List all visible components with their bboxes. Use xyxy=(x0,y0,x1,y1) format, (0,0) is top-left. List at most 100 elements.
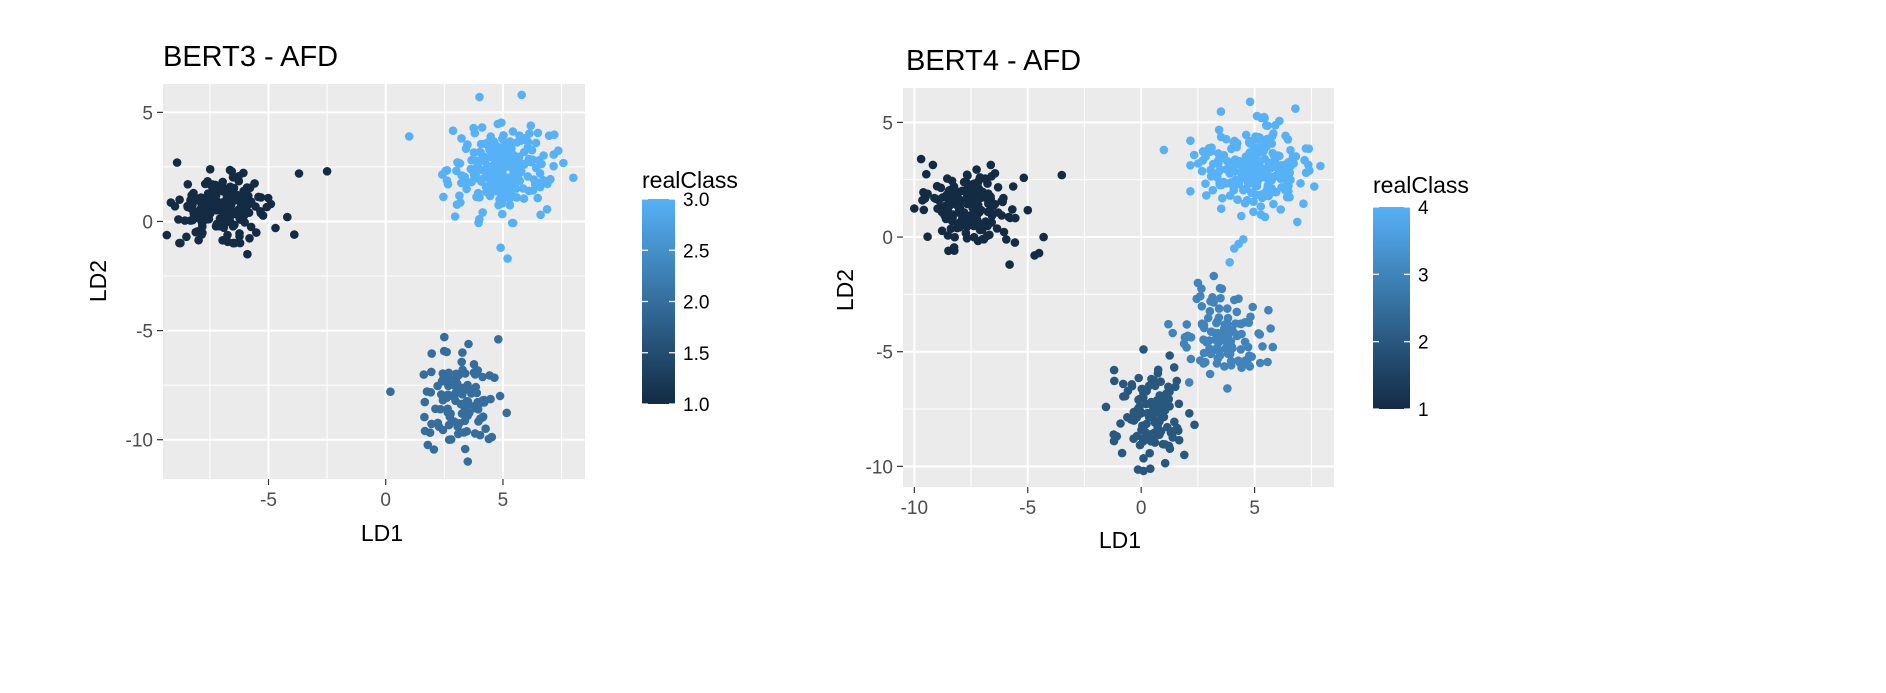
chart-title: BERT3 - AFD xyxy=(163,41,338,73)
scatter-point xyxy=(1134,373,1143,383)
scatter-point xyxy=(1030,251,1039,260)
scatter-point xyxy=(1116,419,1125,428)
scatter-point xyxy=(1011,213,1020,223)
scatter-point xyxy=(174,215,183,224)
scatter-point xyxy=(1225,325,1235,335)
scatter-point xyxy=(1245,97,1255,107)
scatter-point xyxy=(930,193,939,203)
scatter-point xyxy=(1232,307,1242,317)
scatter-point xyxy=(1139,454,1148,463)
scatter-point xyxy=(495,391,505,401)
scatter-point xyxy=(242,202,251,211)
scatter-point xyxy=(443,179,453,189)
scatter-point xyxy=(1291,104,1300,113)
scatter-point xyxy=(1159,145,1169,155)
scatter-point xyxy=(448,126,458,135)
legend-tick-label: 2 xyxy=(1418,333,1429,354)
scatter-point xyxy=(463,457,473,466)
x-tick-label: -5 xyxy=(1019,498,1036,519)
scatter-point xyxy=(1221,134,1231,144)
scatter-point xyxy=(1248,166,1257,176)
scatter-point xyxy=(978,187,988,197)
scatter-point xyxy=(170,202,180,211)
scatter-point xyxy=(1039,232,1048,242)
scatter-point xyxy=(420,397,430,407)
scatter-point xyxy=(271,223,280,233)
scatter-point xyxy=(1110,376,1119,386)
scatter-point xyxy=(1225,258,1234,267)
scatter-point xyxy=(427,349,437,358)
scatter-point xyxy=(1239,235,1248,244)
scatter-point xyxy=(322,167,332,176)
scatter-point xyxy=(535,169,545,178)
scatter-point xyxy=(229,172,238,182)
scatter-point xyxy=(984,199,993,208)
scatter-point xyxy=(922,169,931,179)
scatter-point xyxy=(1197,302,1207,311)
scatter-point xyxy=(225,165,235,175)
scatter-point xyxy=(993,183,1003,192)
scatter-point xyxy=(445,412,455,422)
scatter-point xyxy=(542,205,552,214)
scatter-point xyxy=(487,432,497,442)
scatter-point xyxy=(928,160,938,170)
scatter-point xyxy=(508,218,518,228)
scatter-point xyxy=(1142,419,1151,429)
y-tick-label: -5 xyxy=(136,322,153,343)
scatter-point xyxy=(227,184,236,193)
scatter-point xyxy=(458,390,467,399)
scatter-point xyxy=(440,332,449,342)
scatter-point xyxy=(1300,155,1309,165)
scatter-point xyxy=(1255,143,1265,153)
scatter-point xyxy=(521,133,531,143)
scatter-point xyxy=(1291,152,1301,161)
scatter-point xyxy=(473,163,483,173)
scatter-point xyxy=(539,151,548,160)
scatter-point xyxy=(509,150,518,160)
legend-tick-label: 3.0 xyxy=(683,190,709,211)
scatter-point xyxy=(1205,336,1214,345)
scatter-point xyxy=(1109,365,1119,375)
scatter-point xyxy=(246,222,256,232)
scatter-point xyxy=(1256,202,1266,211)
scatter-point xyxy=(477,123,487,132)
scatter-point xyxy=(496,243,505,252)
scatter-point xyxy=(999,227,1009,237)
scatter-point xyxy=(1260,113,1269,123)
scatter-point xyxy=(461,369,470,378)
scatter-point xyxy=(1203,313,1213,323)
scatter-point xyxy=(1245,351,1254,361)
scatter-point xyxy=(194,235,203,245)
scatter-point xyxy=(916,154,926,164)
scatter-point xyxy=(1240,337,1250,347)
x-axis-title: LD1 xyxy=(361,520,403,546)
scatter-point xyxy=(442,347,452,357)
scatter-point xyxy=(963,196,972,205)
x-tick-label: 0 xyxy=(380,490,391,511)
scatter-point xyxy=(404,132,414,141)
scatter-point xyxy=(212,219,222,229)
scatter-point xyxy=(1139,466,1148,476)
scatter-point xyxy=(1285,192,1294,202)
scatter-point xyxy=(1212,318,1221,328)
scatter-point xyxy=(504,186,513,196)
scatter-point xyxy=(1179,339,1189,349)
scatter-point xyxy=(497,118,506,127)
scatter-point xyxy=(1117,448,1127,458)
scatter-point xyxy=(923,232,932,241)
scatter-point xyxy=(531,138,541,148)
scatter-point xyxy=(1206,349,1216,359)
scatter-point xyxy=(467,177,476,187)
scatter-point xyxy=(976,205,986,215)
scatter-point xyxy=(263,193,273,203)
scatter-point xyxy=(1240,165,1250,174)
scatter-point xyxy=(294,169,304,178)
scatter-point xyxy=(491,141,501,150)
scatter-point xyxy=(1153,419,1163,429)
scatter-point xyxy=(1144,381,1154,391)
scatter-point xyxy=(1156,427,1166,436)
scatter-point xyxy=(196,198,206,207)
scatter-point xyxy=(962,234,972,243)
scatter-point xyxy=(1127,380,1137,389)
